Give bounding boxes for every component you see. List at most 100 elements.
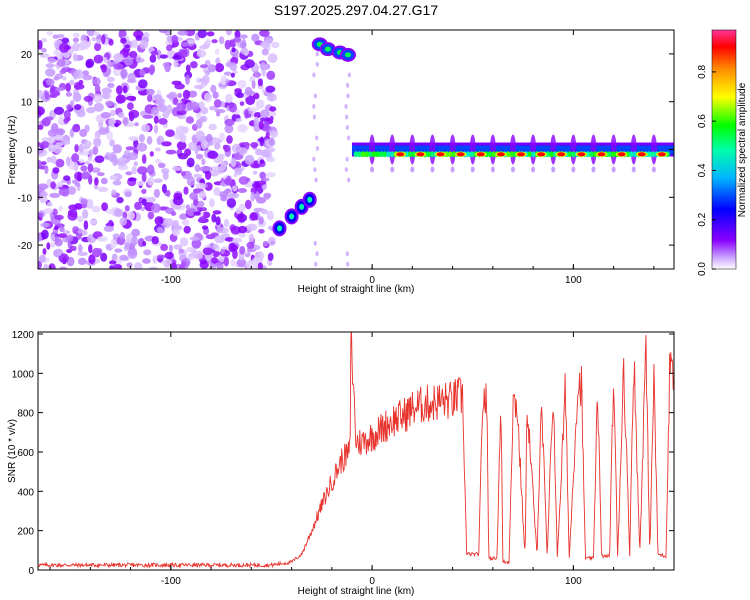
spectrogram-noise-cell [237,188,247,193]
zero-line-streak [510,166,515,173]
spectrogram-noise-cell [128,109,140,119]
spectrogram-noise-cell [214,235,225,244]
spectrogram-noise-cell [187,39,196,44]
spectrogram-noise-cell [245,95,256,106]
spectrogram-noise-cell [196,77,201,84]
spectrogram-noise-cell [159,104,168,113]
spectrogram-tone-peak [344,52,351,58]
spectrogram-noise-cell [250,142,259,148]
zero-line-cell [429,151,435,158]
spectrogram-noise-cell [51,208,58,216]
spectrogram-noise-cell [150,50,159,56]
zero-line-red [396,152,405,157]
y-tick-label: 800 [17,409,34,420]
zero-line-red [496,152,505,157]
spectrogram-faint-cell [313,93,317,99]
spectrogram-noise-cell [196,145,201,152]
spectrogram-noise-cell [151,236,159,245]
spectrogram-noise-cell [232,237,243,243]
zero-line-cell [451,151,457,158]
spectrogram-faint-cell [347,177,351,183]
spectrogram-noise-cell [180,171,186,177]
spectrogram-noise-cell [129,50,138,59]
spectrogram-noise-cell [232,185,238,192]
spectrogram-noise-cell [176,102,187,111]
spectrogram-noise-cell [105,100,114,107]
spectrogram-noise-cell [88,149,93,157]
spectrogram-noise-cell [182,89,191,100]
spectrogram-noise-cell [200,207,207,212]
spectrogram-noise-cell [97,248,103,256]
spectrogram-noise-cell [38,124,44,130]
spectrogram-noise-cell [138,79,148,89]
zero-line-cell [545,151,551,158]
zero-line-cell [505,151,511,158]
spectrogram-faint-cell [347,135,351,141]
spectrogram-noise-cell [239,101,245,106]
spectrogram-noise-cell [74,104,82,111]
spectrogram-noise-cell [128,177,137,182]
zero-line-cell [611,151,616,158]
zero-line-cell [364,151,370,158]
x-tick-label: 100 [565,576,582,587]
spectrogram-faint-cell [347,72,351,78]
spectrogram-noise-cell [177,92,183,99]
spectrogram-noise-cell [125,146,135,151]
spectrogram-noise-cell [72,37,79,43]
spectrogram-noise-cell [54,214,64,220]
spectrogram-noise-cell [244,90,256,96]
spectrogram-noise-cell [104,152,112,161]
spectrogram-tone-peak [299,203,305,210]
zero-line-cell [390,151,395,158]
zero-line-red [577,152,586,157]
spectrogram-noise-cell [209,198,215,208]
zero-line-cell [386,151,391,158]
spectrogram-noise-cell [82,149,90,156]
spectrogram-noise-cell [108,38,114,46]
spectrogram-noise-cell [153,124,159,134]
spectrogram-faint-cell [344,104,348,109]
spectrogram-noise-cell [155,147,161,152]
spectrogram-noise-cell [66,156,71,167]
spectrogram-noise-cell [185,116,194,124]
spectrogram-noise-cell [45,68,56,77]
spectrogram-noise-cell [72,124,81,133]
spectrogram-noise-cell [265,85,276,93]
spectrogram-noise-cell [193,173,202,178]
x-tick-label: 0 [369,576,375,587]
spectrogram-noise-cell [263,193,271,200]
spectrogram-noise-cell [94,155,105,163]
spectrogram-noise-cell [65,82,71,93]
spectrogram-noise-cell [183,186,189,195]
zero-line-streak [530,134,537,165]
zero-line-cell [650,151,656,158]
spectrogram-noise-cell [82,209,89,219]
spectrogram-noise-cell [257,262,263,269]
spectrogram-noise-cell [219,132,226,142]
zero-line-cell [585,151,591,158]
zero-line-cell [487,151,493,158]
spectrogram-noise-cell [215,216,221,226]
spectrogram-noise-cell [185,74,190,85]
spectrogram-noise-cell [252,170,258,175]
spectrogram-noise-cell [133,30,144,38]
spectrogram-noise-cell [93,31,100,37]
zero-line-streak [489,134,496,165]
spectrogram-noise-cell [55,158,65,168]
spectrogram-noise-cell [179,134,187,143]
spectrogram-noise-cell [46,242,51,250]
colorbar-tick-label: 0.2 [697,212,708,226]
spectrogram-noise-cell [165,149,177,155]
spectrogram-noise-cell [173,58,179,68]
spectrogram-y-label: Frequency (Hz) [7,116,18,185]
spectrogram-noise-cell [211,257,219,264]
spectrogram-noise-cell [142,240,147,247]
zero-line-red [617,152,626,157]
spectrogram-noise-cell [119,217,127,226]
spectrogram-noise-cell [178,114,187,120]
spectrogram-noise-cell [58,253,69,264]
spectrogram-noise-cell [50,233,56,242]
snr-frame [37,331,675,571]
spectrogram-noise-cell [103,56,108,63]
spectrogram-noise-cell [84,124,90,133]
